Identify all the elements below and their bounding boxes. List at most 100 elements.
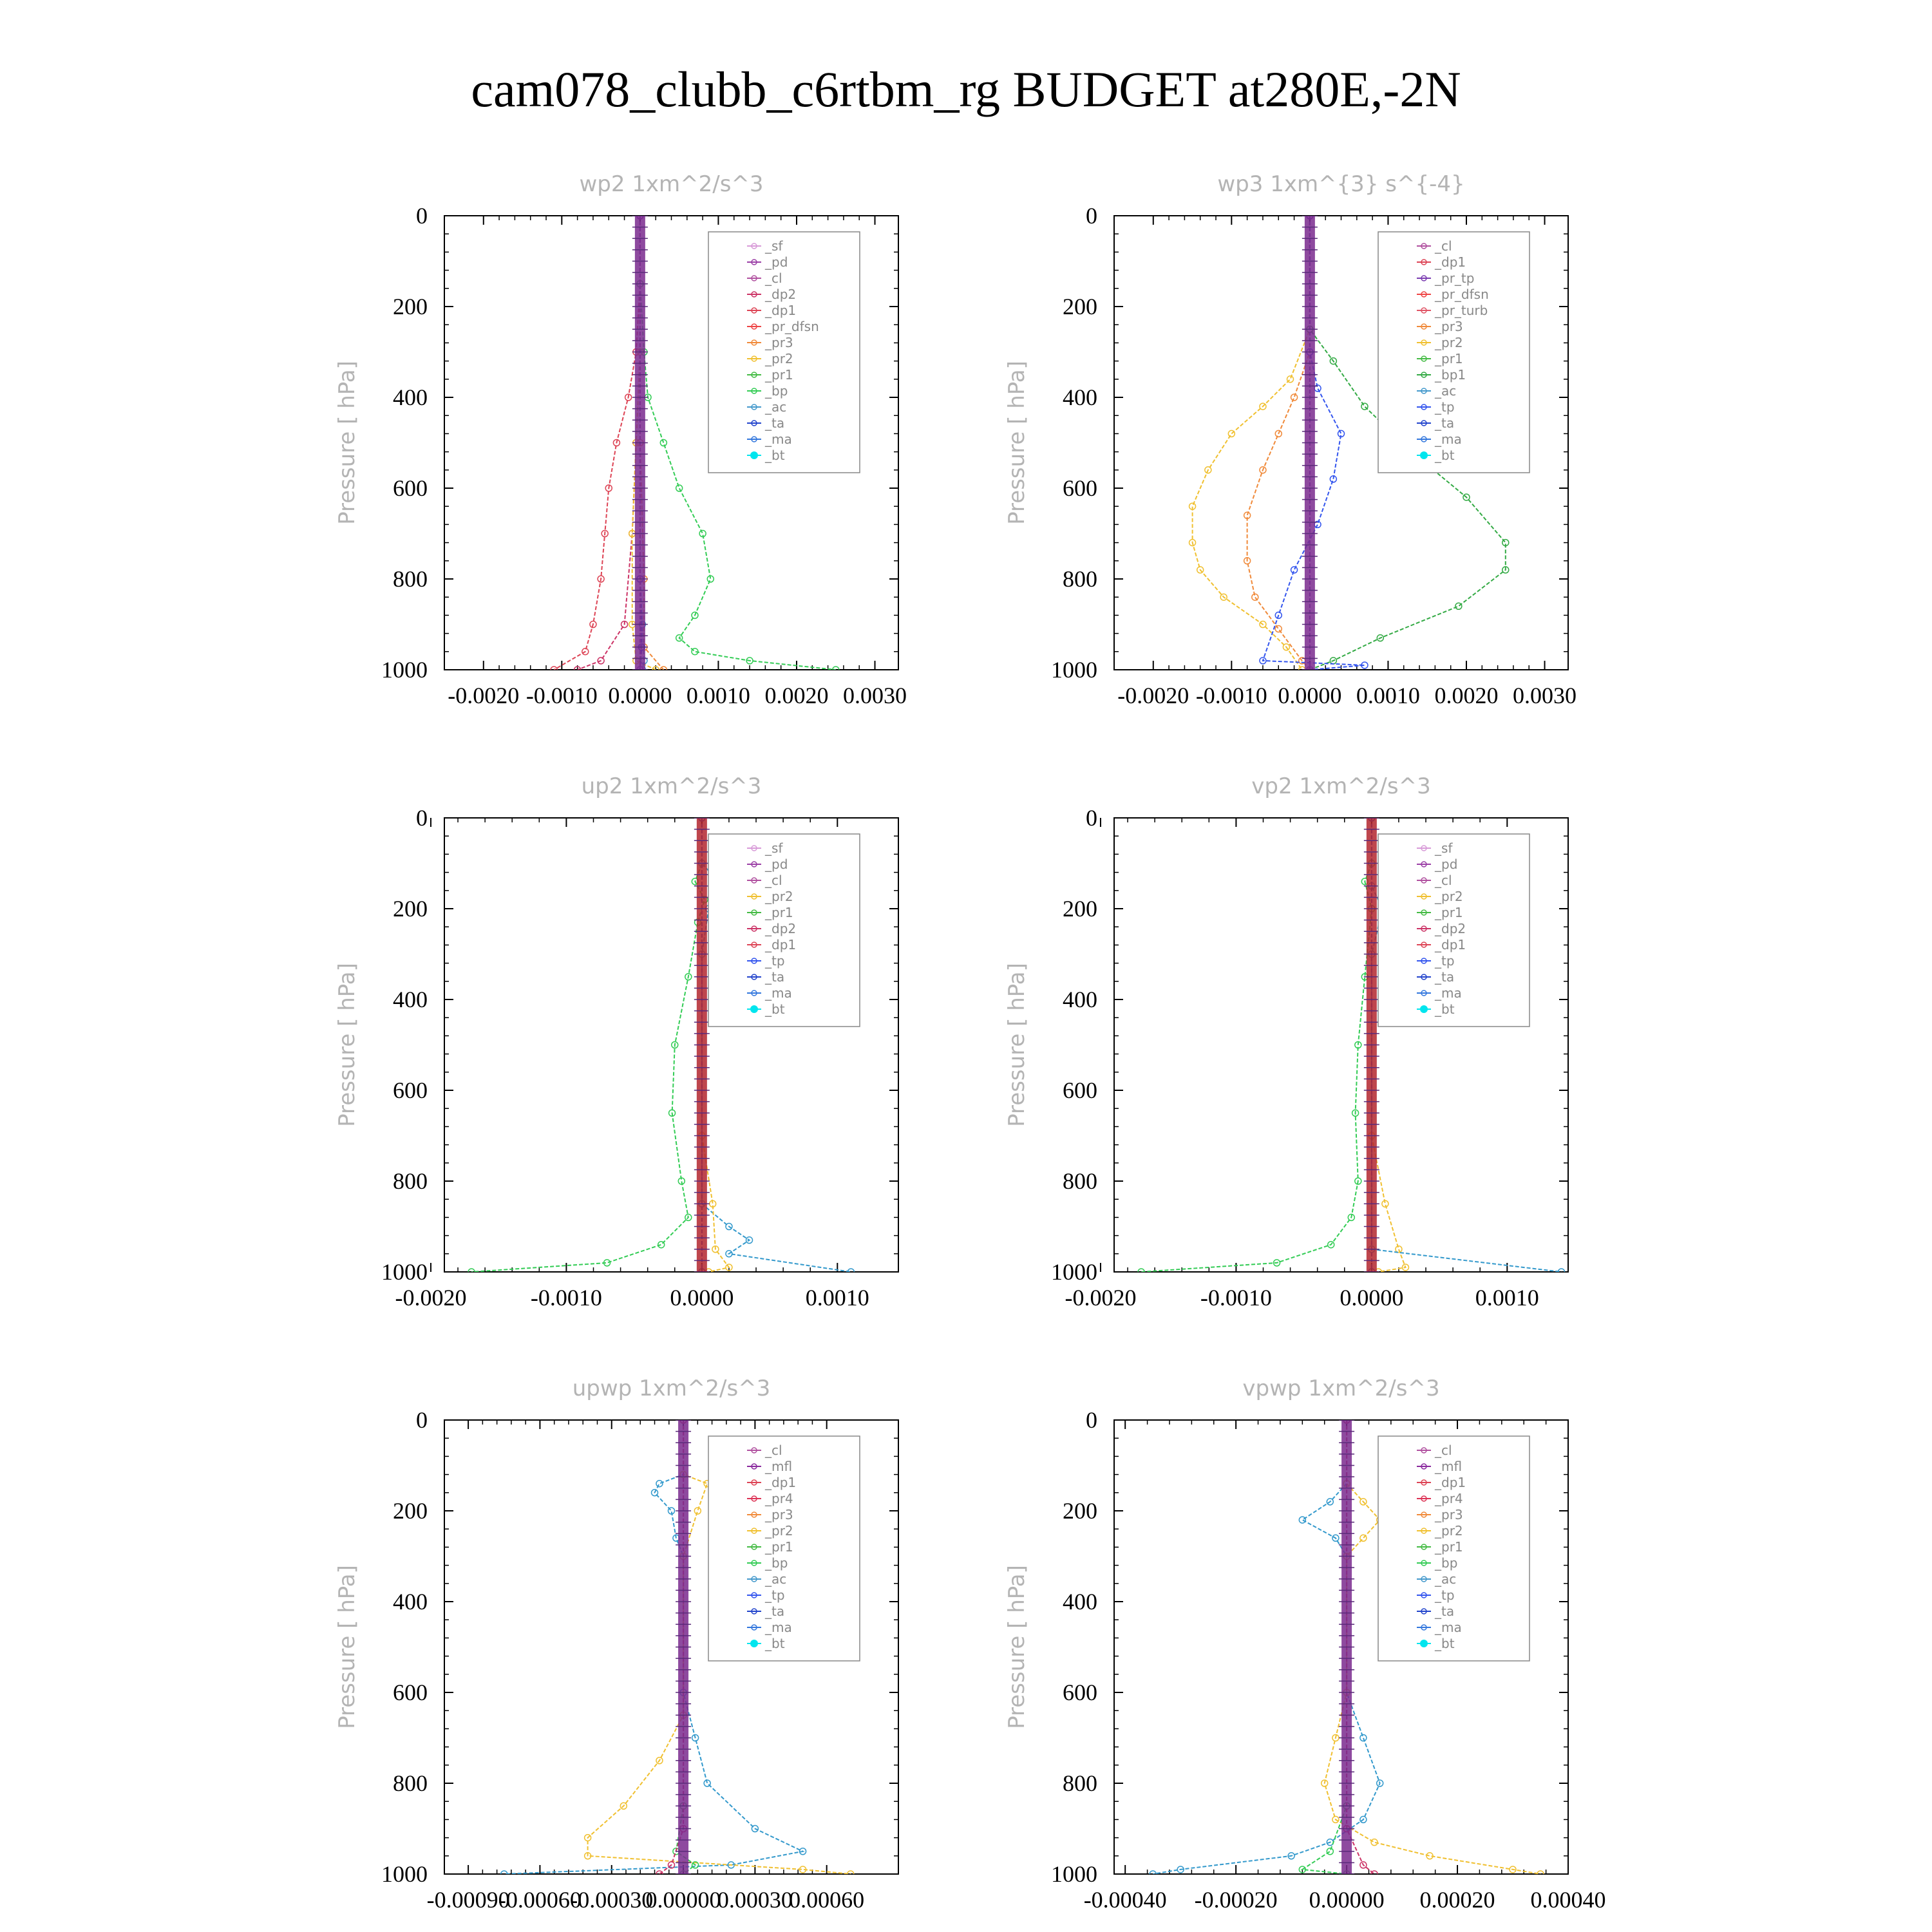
y-tick-label: 0 — [416, 1407, 428, 1433]
series-line-tp — [1262, 216, 1365, 670]
legend-entry-label: _ma — [1434, 985, 1462, 1001]
legend-marker — [750, 451, 758, 459]
legend-entry-label: _pr1 — [764, 1539, 793, 1555]
legend-marker — [751, 861, 757, 867]
data-point — [1196, 566, 1204, 574]
legend-entry-label: _pd — [1434, 857, 1457, 872]
series-group — [1149, 1420, 1544, 1874]
data-point — [1188, 538, 1197, 547]
legend-marker — [1421, 1544, 1427, 1550]
legend-entry-label: _ac — [1434, 383, 1456, 399]
y-tick-label: 0 — [416, 805, 428, 831]
legend-marker — [751, 1495, 757, 1502]
data-point — [1359, 1734, 1367, 1742]
legend-marker — [1420, 1640, 1428, 1647]
data-point — [1259, 620, 1267, 629]
data-point — [691, 1861, 699, 1869]
panel-title: wp2 1xm^2/s^3 — [579, 171, 763, 197]
legend: _cl_dp1_pr_tp_pr_dfsn_pr_turb_pr3_pr2_pr… — [1378, 231, 1530, 473]
y-tick-label: 600 — [393, 1077, 428, 1103]
y-tick-label: 0 — [416, 203, 428, 229]
data-point — [597, 657, 605, 665]
data-point — [1337, 430, 1345, 438]
y-tick-label: 200 — [1063, 294, 1097, 319]
data-point — [620, 1802, 628, 1810]
series-group — [500, 1420, 855, 1874]
y-axis-label: Pressure [ hPa] — [1004, 1565, 1030, 1729]
panel-title: upwp 1xm^2/s^3 — [573, 1376, 771, 1401]
data-point — [691, 1734, 699, 1742]
data-point — [751, 1824, 759, 1833]
data-point — [799, 1866, 807, 1873]
panel-title: wp3 1xm^{3} s^{-4} — [1217, 171, 1464, 197]
data-point — [1274, 625, 1283, 633]
legend-entry-label: _pr4 — [764, 1491, 793, 1506]
legend-marker — [1421, 404, 1427, 410]
legend-marker — [751, 307, 757, 314]
data-point — [1259, 402, 1267, 410]
legend-entry-label: _ac — [764, 1571, 786, 1587]
legend-entry-label: _pr_dfsn — [764, 319, 819, 334]
legend-marker — [1421, 1479, 1427, 1486]
data-point — [1376, 1779, 1384, 1787]
chart-panel-1: wp2 1xm^2/s^3 Pressure [ hPa] 0 200 400 600 80… — [334, 171, 907, 708]
legend-entry-label: _dp1 — [764, 303, 796, 318]
data-point — [1332, 1534, 1340, 1542]
legend-entry-label: _pr2 — [1434, 1523, 1463, 1539]
data-point — [1227, 430, 1236, 438]
data-point — [656, 1870, 663, 1874]
data-point — [1326, 1498, 1334, 1506]
legend-marker — [751, 355, 757, 362]
data-point — [691, 648, 699, 656]
legend-entry-label: _tp — [1434, 1587, 1455, 1603]
legend-entry-label: _mfl — [764, 1459, 792, 1474]
data-point — [703, 1779, 711, 1787]
x-tick-label: -0.00040 — [1084, 1887, 1167, 1913]
legend-entry-label: _bt — [764, 1001, 785, 1017]
data-point — [589, 620, 597, 629]
legend-marker — [1421, 259, 1427, 265]
data-point — [601, 529, 609, 538]
legend-box — [1378, 231, 1530, 473]
legend-entry-label: _pr2 — [764, 889, 793, 904]
legend-marker — [751, 974, 757, 980]
data-point — [1332, 1815, 1340, 1824]
legend-entry-label: _pr3 — [1434, 319, 1463, 334]
legend-entry-label: _bp — [1434, 1555, 1457, 1571]
legend-entry-label: _ta — [764, 415, 784, 431]
series-line-dp1 — [471, 818, 706, 1272]
legend-entry-label: _pr3 — [764, 335, 793, 350]
y-tick-label: 200 — [393, 1498, 428, 1524]
x-tick-label: 0.00030 — [717, 1887, 793, 1913]
legend-marker — [1421, 323, 1427, 330]
data-point — [1243, 511, 1251, 520]
x-tick-label: -0.00060 — [498, 1887, 582, 1913]
y-tick-label: 800 — [1063, 566, 1097, 592]
y-tick-label: 400 — [1063, 1589, 1097, 1615]
legend-marker — [751, 1463, 757, 1470]
y-tick-label: 600 — [393, 1680, 428, 1705]
data-point — [597, 575, 605, 583]
data-point — [1259, 466, 1267, 474]
data-point — [1359, 1498, 1367, 1506]
y-tick-label: 600 — [393, 475, 428, 501]
y-axis-label: Pressure [ hPa] — [1004, 361, 1030, 525]
data-point — [1351, 1109, 1359, 1117]
legend: _cl_mfl_dp1_pr4_pr3_pr2_pr1_bp_ac_tp_ta_… — [1378, 1435, 1530, 1662]
plot-frame — [1113, 817, 1569, 1273]
data-point — [1502, 566, 1510, 574]
data-point — [847, 1870, 855, 1874]
y-axis-label: Pressure [ hPa] — [334, 361, 360, 525]
y-tick-label: 200 — [393, 294, 428, 319]
data-point — [1370, 1838, 1378, 1846]
legend-marker — [751, 942, 757, 948]
legend-entry-label: _sf — [1434, 840, 1453, 856]
legend-entry-label: _tp — [1434, 953, 1455, 969]
chart-panel-2: wp3 1xm^{3} s^{-4} Pressure [ hPa] 0 200 400… — [1004, 171, 1577, 708]
legend-entry-label: _bt — [1434, 1001, 1455, 1017]
data-point — [725, 1250, 733, 1258]
x-tick-label: -0.0010 — [1200, 1285, 1272, 1311]
data-point — [691, 611, 699, 620]
y-tick-label: 400 — [393, 987, 428, 1012]
data-point — [550, 666, 558, 670]
